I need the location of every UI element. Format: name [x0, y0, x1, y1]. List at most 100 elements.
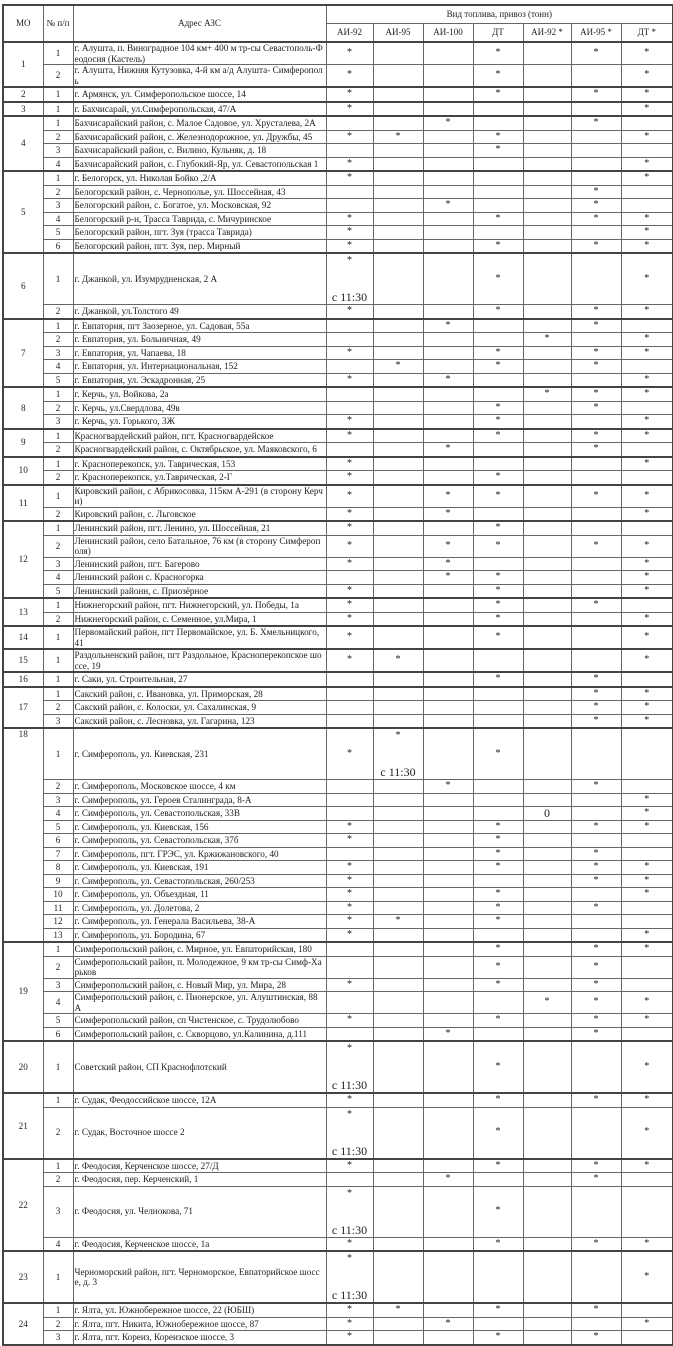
fuel-cell-5: * [570, 1026, 622, 1042]
fuel-cell-4 [522, 1236, 572, 1252]
fuel-cell-3: * [472, 727, 524, 780]
fuel-cell-1 [372, 597, 424, 613]
number-cell: 13 [42, 927, 74, 943]
fuel-cell-6: * [620, 345, 673, 360]
fuel-cell-6: * [620, 156, 673, 172]
table-row: 6 Симферопольский район, с. Скворцово, ул… [3, 1026, 673, 1042]
number-cell: 2 [42, 955, 74, 979]
fuel-cell-2: * [422, 1026, 474, 1042]
fuel-cell-1 [372, 1040, 424, 1094]
address-cell: Белогорский район, пгт. Зуя, пер. Мирный [72, 238, 327, 254]
fuel-cell-3: * [472, 1302, 524, 1318]
fuel-cell-2 [422, 648, 474, 673]
table-row: 3 Сакский район, с. Лесновка, ул. Гагарин… [3, 713, 673, 729]
fuel-cell-6 [620, 1185, 673, 1238]
fuel-cell-4 [522, 1092, 572, 1108]
fuel-cell-4 [522, 977, 572, 992]
fuel-cell-5: * [570, 977, 622, 992]
address-cell: г. Феодосия, Керченское шоссе, 27/Д [72, 1157, 327, 1173]
fuel-cell-4 [522, 611, 572, 627]
address-cell: г. Ялта, пгт. Кореиз, Кореизское шоссе, … [72, 1330, 327, 1345]
table-row: 16 1 г. Саки, ул. Строительная, 27 * * [2, 671, 673, 687]
table-row: 21 1 г. Судак, Феодоссийское шоссе, 12А * * *… [2, 1092, 673, 1159]
address-cell: г. Симферополь, ул. Долетова, 2 [72, 900, 327, 915]
table-row: 2 Кировский район, с. Льговское * * * [3, 506, 673, 522]
fuel-cell-0: * [325, 520, 374, 536]
fuel-cell-5: * [570, 779, 622, 794]
fuel-cell-4 [522, 41, 572, 65]
fuel-cell-3 [472, 1250, 524, 1304]
fuel-cell-4 [522, 583, 572, 599]
fuel-cell-3 [472, 991, 524, 1014]
fuel-cell-1 [372, 1026, 424, 1042]
address-cell: Сакский район, с. Лесновка, ул. Гагарина… [72, 713, 327, 729]
fuel-cell-1: * [372, 1302, 424, 1318]
number-cell: 2 [42, 534, 74, 558]
fuel-cell-2 [422, 386, 474, 402]
fuel-cell-3 [472, 115, 524, 131]
address-cell: г. Красноперекопск, ул.Таврическая, 2-Г [72, 470, 327, 485]
fuel-cell-0 [325, 1026, 374, 1042]
fuel-cell-2 [422, 211, 474, 226]
fuel-cell-5: * [570, 860, 622, 875]
fuel-cell-1 [372, 506, 424, 522]
address-cell: Нижнегорский район, пгт. Нижнегорский, у… [72, 597, 327, 613]
fuel-cell-6: * [620, 927, 673, 943]
fuel-cell-2 [422, 184, 474, 199]
fuel-cell-1 [372, 238, 424, 254]
address-cell: Бахчисарайский район, с. Глубокий-Яр, ул… [72, 156, 327, 172]
number-cell: 2 [42, 506, 74, 522]
fuel-cell-4 [522, 927, 572, 943]
fuel-cell-0: * [325, 211, 374, 226]
mo-cell: 8 [2, 386, 44, 429]
fuel-cell-4 [522, 887, 572, 902]
fuel-cell-1: * [372, 129, 424, 144]
fuel-cell-6: * [620, 941, 673, 957]
fuel-cell-2 [422, 304, 474, 319]
fuel-cell-3 [472, 506, 524, 522]
address-cell: Сакский район, с. Ивановка, ул. Приморск… [72, 685, 327, 701]
fuel-cell-0 [325, 806, 374, 821]
table-row: 2 г. Судак, Восточное шоссе 2 * с 11:30 * * [3, 1106, 673, 1159]
number-cell: 2 [42, 779, 74, 794]
table-row: 8 1 г. Керчь, ул. Войкова, 2а * * * [2, 386, 673, 429]
fuel-cell-6: * [620, 483, 673, 508]
address-cell: г. Симферополь, пгт. ГРЭС, ул. Кржижанов… [72, 846, 327, 861]
fuel-cell-6 [620, 198, 673, 213]
address-cell: г. Симферополь, ул. Киевская, 156 [72, 819, 327, 834]
address-cell: г. Симферополь, ул. Генерала Васильева, … [72, 914, 327, 929]
address-cell: Симферопольский район, п. Молодежное, 9 … [72, 955, 327, 979]
number-cell: 5 [42, 372, 74, 388]
number-cell: 3 [42, 414, 74, 429]
fuel-cell-2 [422, 977, 474, 992]
table-row: 4 Ленинский район с. Красногорка * * * [3, 570, 673, 585]
fuel-cell-3: * [472, 583, 524, 599]
fuel-cell-6: * [620, 713, 673, 729]
address-cell: г. Керчь, ул. Горького, 3Ж [72, 414, 327, 429]
fuel-cell-5: * [570, 238, 622, 254]
fuel-cell-0: * [325, 238, 374, 254]
mo-cell: 23 [2, 1250, 44, 1304]
address-cell: Кировский район, с Абрикосовка, 115км А-… [72, 483, 327, 508]
mo-cell: 19 [2, 941, 44, 1042]
table-row: 4 1 Бахчисарайский район, с. Малое Садовое… [2, 115, 673, 172]
fuel-cell-5: * [570, 713, 622, 729]
fuel-cell-1 [372, 455, 424, 471]
fuel-cell-0 [325, 115, 374, 131]
fuel-cell-3: * [472, 534, 524, 558]
fuel-cell-0 [325, 713, 374, 729]
fuel-cell-5: * [570, 671, 622, 687]
number-cell: 8 [42, 860, 74, 875]
fuel-cell-2 [422, 900, 474, 915]
fuel-cell-0: * [325, 534, 374, 558]
fuel-cell-1 [372, 1013, 424, 1028]
address-cell: г. Красноперекопск, ул. Таврическая, 153 [72, 455, 327, 471]
address-cell: г. Евпатория, ул. Больничная, 49 [72, 332, 327, 347]
fuel-cell-2 [422, 100, 474, 117]
fuel-cell-5: * [570, 359, 622, 374]
fuel-cell-2 [422, 414, 474, 429]
number-cell: 4 [42, 156, 74, 172]
fuel-cell-3: * [472, 819, 524, 834]
fuel-cell-4 [522, 700, 572, 715]
number-cell: 2 [42, 129, 74, 144]
